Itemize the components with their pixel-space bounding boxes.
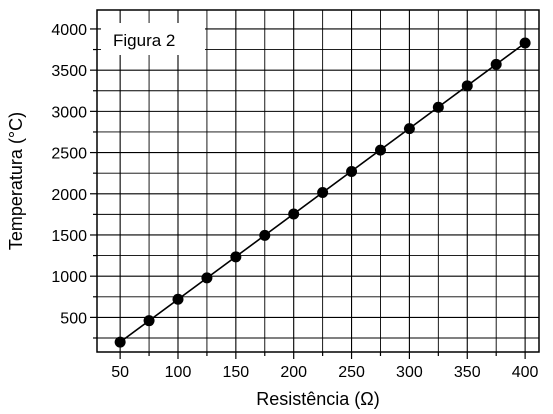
data-point bbox=[288, 208, 300, 220]
data-point bbox=[143, 315, 155, 327]
annotation-text: Figura 2 bbox=[113, 31, 175, 50]
y-tick-label: 3500 bbox=[51, 63, 87, 80]
x-tick-label: 300 bbox=[396, 364, 423, 381]
data-point bbox=[461, 80, 473, 92]
axis-ticks: 50 100 150 200 250 300 350 400 500 1000 1500 2000 25… bbox=[51, 22, 538, 381]
y-tick-label: 4000 bbox=[51, 22, 87, 39]
data-points bbox=[114, 37, 531, 348]
data-point bbox=[374, 144, 386, 156]
data-point bbox=[317, 187, 329, 199]
y-tick-label: 500 bbox=[60, 310, 87, 327]
plot-frame bbox=[96, 9, 540, 353]
y-tick-label: 1000 bbox=[51, 269, 87, 286]
y-tick-label: 3000 bbox=[51, 104, 87, 121]
x-tick-label: 100 bbox=[165, 364, 192, 381]
x-tick-label: 250 bbox=[338, 364, 365, 381]
x-tick-label: 350 bbox=[454, 364, 481, 381]
data-point bbox=[230, 251, 242, 263]
data-point bbox=[259, 229, 271, 241]
data-point bbox=[432, 101, 444, 113]
data-point bbox=[201, 272, 213, 284]
y-axis-title: Temperatura (°C) bbox=[6, 112, 26, 250]
data-point bbox=[172, 293, 184, 305]
data-point bbox=[403, 123, 415, 135]
x-axis-title: Resistência (Ω) bbox=[256, 389, 380, 409]
y-tick-label: 2500 bbox=[51, 146, 87, 163]
figure-annotation: Figura 2 bbox=[101, 23, 205, 55]
data-point bbox=[346, 166, 358, 178]
data-point bbox=[519, 37, 531, 49]
x-tick-label: 50 bbox=[111, 364, 129, 381]
x-tick-label: 200 bbox=[280, 364, 307, 381]
x-tick-label: 400 bbox=[512, 364, 539, 381]
data-point bbox=[490, 58, 502, 70]
x-tick-label: 150 bbox=[222, 364, 249, 381]
grid bbox=[97, 10, 539, 352]
y-tick-label: 1500 bbox=[51, 228, 87, 245]
data-point bbox=[114, 336, 126, 348]
y-tick-label: 2000 bbox=[51, 187, 87, 204]
